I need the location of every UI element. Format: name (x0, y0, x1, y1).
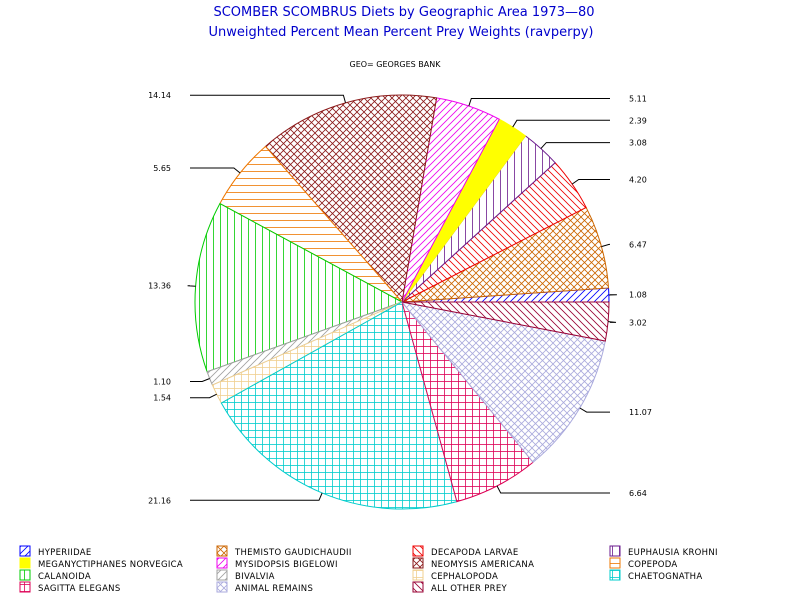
legend-label-copepoda: COPEPODA (628, 560, 678, 570)
legend-swatch-all-other-prey (412, 581, 424, 593)
legend-swatch-themisto-gaudichaudii (216, 545, 228, 557)
pie-slice-chaetognatha (220, 301, 458, 510)
legend-swatch-euphausia-krohni (609, 545, 621, 557)
legend-swatch-bivalvia (216, 569, 228, 581)
legend-label-mysidopsis-bigelowi: MYSIDOPSIS BIGELOWI (235, 560, 338, 570)
legend-item-mysidopsis-bigelowi: MYSIDOPSIS BIGELOWI (216, 557, 338, 570)
value-label-mysidopsis-bigelowi: 5.11 (629, 95, 647, 104)
legend-item-cephalopoda: CEPHALOPODA (412, 569, 498, 582)
pie-slice-animal-remains (400, 301, 606, 463)
legend-label-hyperiidae: HYPERIIDAE (38, 548, 92, 558)
value-label-animal-remains: 11.07 (629, 408, 652, 417)
value-label-meganyctiphanes-norvegica: 2.39 (629, 116, 647, 125)
pie-slice-calanoida (194, 202, 404, 373)
legend-item-animal-remains: ANIMAL REMAINS (216, 581, 313, 594)
value-label-euphausia-krohni: 3.08 (629, 139, 647, 148)
leader-line-euphausia-krohni (540, 142, 610, 149)
value-label-bivalvia: 1.10 (153, 378, 171, 387)
value-label-neomysis-americana: 14.14 (148, 91, 171, 100)
legend-swatch-calanoida (19, 569, 31, 581)
legend-swatch-neomysis-americana (412, 557, 424, 569)
legend-swatch-meganyctiphanes-norvegica (19, 557, 31, 569)
legend-item-copepoda: COPEPODA (609, 557, 678, 570)
leader-line-all-other-prey (608, 321, 617, 323)
panel-label: GEO= GEORGES BANK (350, 60, 442, 69)
legend-swatch-sagitta-elegans (19, 581, 31, 593)
legend-item-chaetognatha: CHAETOGNATHA (609, 569, 703, 582)
pie-slices (194, 94, 610, 510)
legend-item-calanoida: CALANOIDA (19, 569, 91, 582)
chart-title: SCOMBER SCOMBRUS Diets by Geographic Are… (213, 5, 594, 20)
legend-label-chaetognatha: CHAETOGNATHA (628, 572, 703, 582)
legend-label-euphausia-krohni: EUPHAUSIA KROHNI (628, 548, 718, 558)
leader-line-meganyctiphanes-norvegica (512, 119, 610, 128)
legend-swatch-chaetognatha (609, 569, 621, 581)
leader-line-calanoida (187, 285, 196, 287)
legend-swatch-copepoda (609, 557, 621, 569)
legend-label-decapoda-larvae: DECAPODA LARVAE (431, 548, 519, 558)
legend-item-meganyctiphanes-norvegica: MEGANYCTIPHANES NORVEGICA (19, 557, 183, 570)
leader-lines (187, 94, 617, 501)
value-label-decapoda-larvae: 4.20 (629, 176, 647, 185)
leader-line-mysidopsis-bigelowi (468, 98, 610, 107)
legend-swatch-hyperiidae (19, 545, 31, 557)
leader-line-themisto-gaudichaudii (601, 243, 610, 248)
legend-swatch-mysidopsis-bigelowi (216, 557, 228, 569)
legend-label-calanoida: CALANOIDA (38, 572, 91, 582)
legend-label-all-other-prey: ALL OTHER PREY (431, 584, 508, 594)
legend-item-euphausia-krohni: EUPHAUSIA KROHNI (609, 545, 718, 558)
legend-item-decapoda-larvae: DECAPODA LARVAE (412, 545, 519, 558)
legend-item-sagitta-elegans: SAGITTA ELEGANS (19, 581, 121, 594)
legend-swatch-animal-remains (216, 581, 228, 593)
value-label-chaetognatha: 21.16 (148, 496, 171, 505)
value-label-calanoida: 13.36 (148, 282, 171, 291)
legend-swatch-decapoda-larvae (412, 545, 424, 557)
leader-line-chaetognatha (190, 492, 323, 501)
legend-label-animal-remains: ANIMAL REMAINS (235, 584, 313, 594)
leader-line-cephalopoda (190, 393, 217, 399)
legend-item-all-other-prey: ALL OTHER PREY (412, 581, 508, 594)
leader-line-bivalvia (190, 378, 210, 382)
legend-item-bivalvia: BIVALVIA (216, 569, 275, 582)
legend-label-meganyctiphanes-norvegica: MEGANYCTIPHANES NORVEGICA (38, 560, 183, 570)
leader-line-sagitta-elegans (496, 485, 610, 494)
value-label-copepoda: 5.65 (153, 164, 171, 173)
legend-label-neomysis-americana: NEOMYSIS AMERICANA (431, 560, 534, 570)
legend-item-hyperiidae: HYPERIIDAE (19, 545, 92, 558)
legend: HYPERIIDAE THEMISTO GAUDICHAUDII DECAPODA … (19, 545, 718, 594)
legend-label-bivalvia: BIVALVIA (235, 572, 275, 582)
pie-slice-all-other-prey (401, 301, 610, 342)
leader-line-copepoda (190, 167, 241, 174)
legend-label-sagitta-elegans: SAGITTA ELEGANS (38, 584, 121, 594)
leader-line-neomysis-americana (190, 94, 346, 103)
value-labels: 1.08 6.47 4.20 3.08 2.39 5.11 14.14 5.65 13.36 1.… (148, 91, 652, 505)
pie-slice-neomysis-americana (264, 94, 438, 304)
value-label-sagitta-elegans: 6.64 (629, 489, 647, 498)
value-label-themisto-gaudichaudii: 6.47 (629, 240, 647, 249)
value-label-hyperiidae: 1.08 (629, 291, 647, 300)
value-label-cephalopoda: 1.54 (153, 394, 171, 403)
leader-line-decapoda-larvae (571, 179, 610, 185)
legend-item-themisto-gaudichaudii: THEMISTO GAUDICHAUDII (216, 545, 352, 558)
legend-label-cephalopoda: CEPHALOPODA (431, 572, 498, 582)
chart-subtitle: Unweighted Percent Mean Percent Prey Wei… (209, 25, 594, 40)
leader-line-animal-remains (579, 407, 610, 413)
legend-swatch-cephalopoda (412, 569, 424, 581)
legend-label-themisto-gaudichaudii: THEMISTO GAUDICHAUDII (234, 548, 352, 558)
value-label-all-other-prey: 3.02 (629, 318, 647, 327)
legend-item-neomysis-americana: NEOMYSIS AMERICANA (412, 557, 534, 570)
